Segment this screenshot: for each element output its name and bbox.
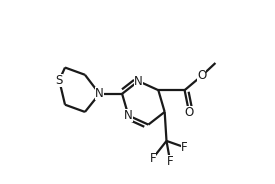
Text: F: F (150, 152, 156, 165)
Text: N: N (95, 87, 104, 100)
Text: S: S (56, 74, 63, 87)
Text: O: O (197, 69, 207, 82)
Text: O: O (185, 106, 194, 119)
Text: F: F (167, 155, 174, 168)
Text: N: N (124, 109, 133, 122)
Text: F: F (181, 141, 188, 154)
Text: N: N (134, 75, 143, 88)
